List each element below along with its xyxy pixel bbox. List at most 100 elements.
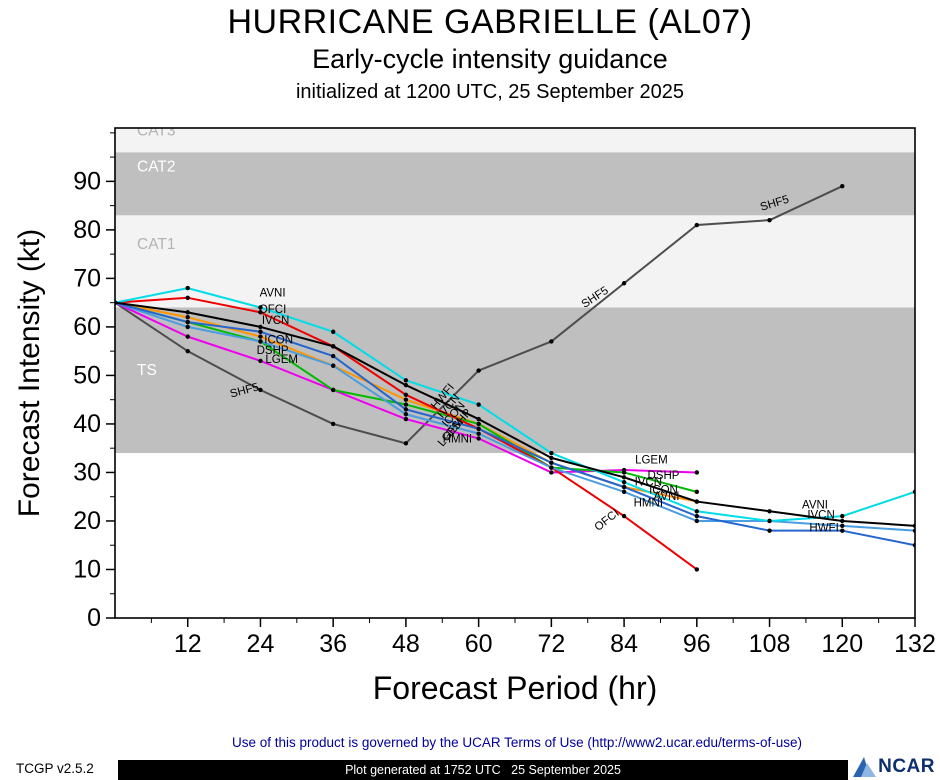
x-tick-label: 108 [749,630,791,658]
x-tick-label: 84 [610,630,638,658]
data-point [476,416,481,422]
data-point [694,518,700,524]
y-tick-label: 30 [73,458,101,486]
x-tick-label: 132 [894,630,936,658]
ncar-logo: NCAR [852,755,935,779]
generated-time-text: Plot generated at 1752 UTC 25 September … [345,763,621,777]
band-label-CAT2: CAT2 [137,158,175,175]
y-tick-label: 60 [73,313,101,341]
line-label-OFCI: OFCI [593,507,622,533]
data-point [549,455,554,461]
data-point [621,470,627,475]
x-tick-label: 24 [247,630,275,658]
x-tick-label: 36 [319,630,347,658]
data-point [403,382,409,388]
ncar-logo-text: NCAR [878,756,935,777]
data-point [330,353,336,359]
line-label-ICON: ICON [264,334,293,346]
axis-ticks: 12 24 36 48 60 72 84 96 108 120 132 0 10 20 30 40 50 60 70… [73,132,936,658]
data-point [549,339,554,344]
data-point [476,431,481,436]
data-point [476,368,481,373]
data-point [185,315,190,320]
data-point [621,479,627,485]
line-label-HMNI: HMNI [443,433,472,445]
line-label-AVNI: AVNI [260,287,286,299]
y-tick-label: 0 [87,604,101,632]
data-point [403,402,409,407]
data-point [403,397,409,402]
y-tick-label: 80 [73,216,101,244]
band-CAT2 [115,152,915,216]
data-point [403,441,409,446]
line-label-DSHP: DSHP [257,345,289,357]
page-title: HURRICANE GABRIELLE (AL07) [227,3,753,41]
y-tick-label: 10 [73,555,101,583]
data-point [549,470,554,475]
x-axis-title: Forecast Period (hr) [372,670,658,706]
data-point [694,499,700,504]
data-point [258,310,263,315]
data-point [258,387,263,393]
series-line-IVCN [115,301,915,527]
terms-of-use-text: Use of this product is governed by the U… [232,735,802,750]
band-label-CAT3: CAT3 [137,122,175,139]
data-point [185,310,190,315]
data-point [330,387,336,393]
data-point [549,465,554,470]
page-subtitle: Early-cycle intensity guidance [312,44,668,74]
data-point [621,281,627,286]
line-label-LGEM: LGEM [635,455,668,467]
data-point [840,528,845,533]
line-label-DSHP: DSHP [648,470,680,482]
init-time-line: initialized at 1200 UTC, 25 September 20… [295,81,684,103]
data-point [258,324,263,330]
data-point [840,184,845,189]
data-point [258,358,263,364]
line-label-HMNI: HMNI [634,497,663,509]
series-points-HMNI [115,300,915,533]
y-tick-label: 50 [73,361,101,389]
data-point [840,518,845,524]
line-label-IVCN: IVCN [635,477,662,489]
data-point [330,421,336,427]
data-point [767,509,772,514]
data-point [476,426,481,431]
data-point [621,513,627,519]
series-line-HMNI [115,301,915,532]
data-point [476,402,481,407]
ncar-logo-icon [853,757,877,777]
data-point [330,363,336,368]
series-line-HWFI [115,301,915,547]
line-label-IVCN: IVCN [807,510,834,522]
data-point [330,329,336,334]
data-point [185,348,190,354]
data-point [694,222,700,228]
data-point [694,489,700,495]
x-tick-label: 96 [683,630,711,658]
tcgp-version-label: TCGP v2.5.2 [16,761,94,776]
line-label-AVNI: AVNI [802,499,828,511]
data-point [258,339,263,344]
x-tick-label: 60 [465,630,493,658]
data-point [694,567,700,572]
x-tick-label: 12 [174,630,202,658]
y-axis-title: Forecast Intensity (kt) [13,228,46,518]
data-point [694,509,700,514]
data-point [621,489,627,495]
line-label-IVCN: IVCN [262,315,289,327]
data-point [185,319,190,325]
band-label-TS: TS [137,362,157,379]
data-point [258,334,263,339]
data-point [476,421,481,427]
series-line-AVNI [115,287,915,522]
band-CAT1 [115,215,915,308]
data-point [403,412,409,417]
y-tick-label: 20 [73,507,101,535]
data-point [840,523,845,529]
x-tick-label: 72 [537,630,565,658]
data-point [185,334,190,339]
line-label-ICON: ICON [649,484,678,496]
data-point [694,513,700,519]
